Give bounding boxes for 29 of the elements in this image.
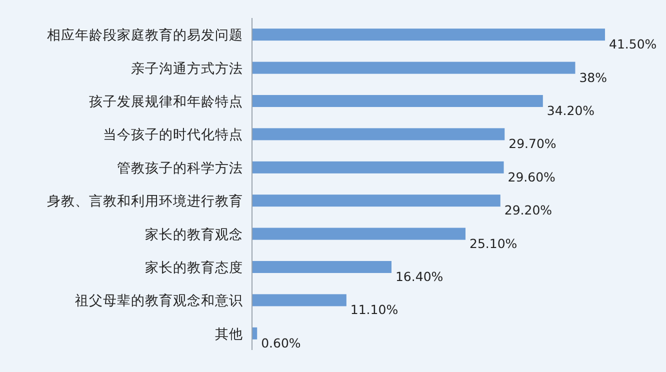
data-label: 41.50%: [609, 36, 657, 52]
bar: [252, 28, 605, 41]
data-label: 11.10%: [350, 302, 398, 318]
data-label: 25.10%: [470, 236, 518, 251]
y-tick-label: 祖父母辈的教育观念和意识: [75, 292, 243, 310]
y-tick-label: 相应年龄段家庭教育的易发问题: [47, 26, 243, 44]
bar: [252, 228, 466, 240]
y-tick-label: 管教孩子的科学方法: [117, 160, 243, 176]
data-label: 29.70%: [508, 136, 556, 152]
data-label: 29.60%: [508, 169, 556, 184]
bar: [252, 128, 505, 140]
bar: [252, 95, 543, 107]
y-tick-label: 身教、言教和利用环境进行教育: [47, 192, 243, 210]
y-tick-label: 家长的教育观念: [145, 226, 243, 243]
data-label: 34.20%: [546, 103, 595, 118]
bar: [252, 62, 576, 74]
data-label: 0.60%: [261, 335, 301, 350]
y-tick-label: 家长的教育态度: [145, 259, 243, 276]
data-label: 16.40%: [396, 269, 444, 284]
y-tick-label: 亲子沟通方式方法: [131, 60, 243, 77]
bar: [252, 294, 346, 306]
bar: [252, 194, 500, 207]
y-tick-label: 其他: [215, 326, 243, 342]
data-label: 29.20%: [504, 202, 552, 218]
y-tick-label: 当今孩子的时代化特点: [103, 127, 243, 144]
bar: [252, 261, 392, 273]
bar: [252, 161, 504, 174]
y-tick-label: 孩子发展规律和年龄特点: [89, 94, 243, 110]
data-label: 38%: [579, 70, 608, 85]
